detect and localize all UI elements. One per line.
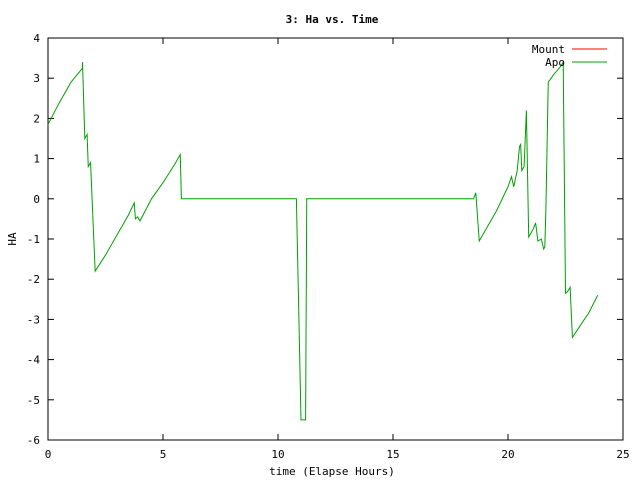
- y-tick-label: 4: [33, 32, 40, 45]
- y-tick-label: -2: [27, 273, 40, 286]
- x-tick-label: 10: [271, 448, 284, 461]
- y-tick-label: -6: [27, 434, 40, 447]
- y-axis-ticks: 4 3 2 1 0 -1 -2 -3 -4 -5 -6: [27, 32, 623, 447]
- plot-frame: [47, 37, 624, 441]
- x-tick-label: 15: [386, 448, 399, 461]
- x-tick-label: 25: [616, 448, 629, 461]
- x-axis-label: time (Elapse Hours): [269, 465, 395, 478]
- x-axis-ticks: 0 5 10 15 20 25: [45, 38, 630, 461]
- series-line-apo: [47, 60, 599, 421]
- y-tick-label: -5: [27, 394, 40, 407]
- y-tick-label: 1: [33, 153, 40, 166]
- series-layer: [47, 60, 599, 421]
- x-tick-label: 0: [45, 448, 52, 461]
- y-tick-label: 0: [33, 193, 40, 206]
- y-tick-label: 3: [33, 72, 40, 85]
- x-tick-label: 20: [501, 448, 514, 461]
- x-tick-label: 5: [160, 448, 167, 461]
- chart-title: 3: Ha vs. Time: [286, 13, 379, 26]
- y-tick-label: -1: [27, 233, 40, 246]
- legend-label-apo: Apo: [545, 56, 565, 69]
- y-tick-label: 2: [33, 112, 40, 125]
- legend-label-mount: Mount: [532, 43, 565, 56]
- y-tick-label: -3: [27, 313, 40, 326]
- y-tick-label: -4: [27, 354, 41, 367]
- y-axis-label: HA: [6, 232, 19, 246]
